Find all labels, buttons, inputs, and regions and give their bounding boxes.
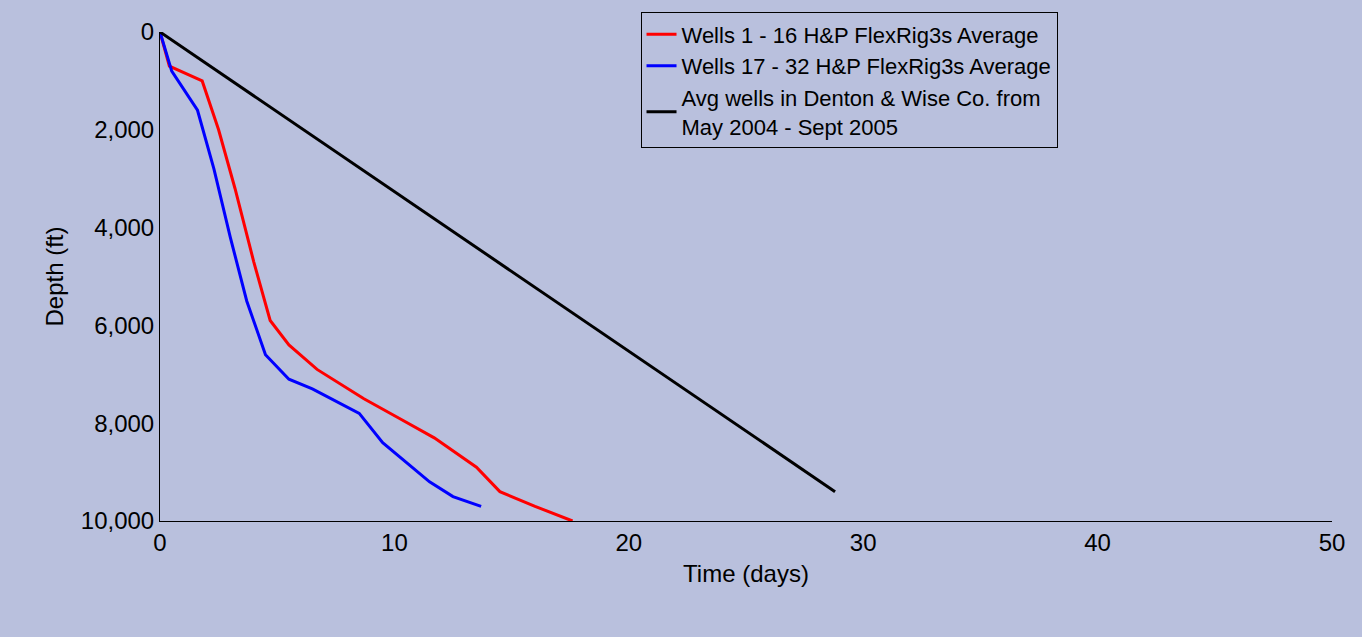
svg-text:30: 30: [850, 529, 877, 556]
svg-text:8,000: 8,000: [94, 410, 154, 437]
svg-text:2,000: 2,000: [94, 116, 154, 143]
svg-text:0: 0: [141, 18, 154, 45]
svg-text:50: 50: [1319, 529, 1346, 556]
svg-text:6,000: 6,000: [94, 312, 154, 339]
svg-text:Depth (ft): Depth (ft): [41, 226, 68, 326]
svg-text:10: 10: [381, 529, 408, 556]
svg-text:4,000: 4,000: [94, 214, 154, 241]
svg-text:Wells 17 - 32 H&P FlexRig3s Av: Wells 17 - 32 H&P FlexRig3s Average: [682, 54, 1051, 79]
svg-text:Avg wells in Denton & Wise Co.: Avg wells in Denton & Wise Co. fromMay 2…: [682, 86, 1041, 140]
svg-text:20: 20: [615, 529, 642, 556]
svg-text:0: 0: [153, 529, 166, 556]
svg-text:Time (days): Time (days): [683, 560, 809, 587]
svg-text:40: 40: [1084, 529, 1111, 556]
svg-text:10,000: 10,000: [81, 507, 154, 534]
svg-text:Wells 1 - 16 H&P FlexRig3s Ave: Wells 1 - 16 H&P FlexRig3s Average: [682, 23, 1039, 48]
